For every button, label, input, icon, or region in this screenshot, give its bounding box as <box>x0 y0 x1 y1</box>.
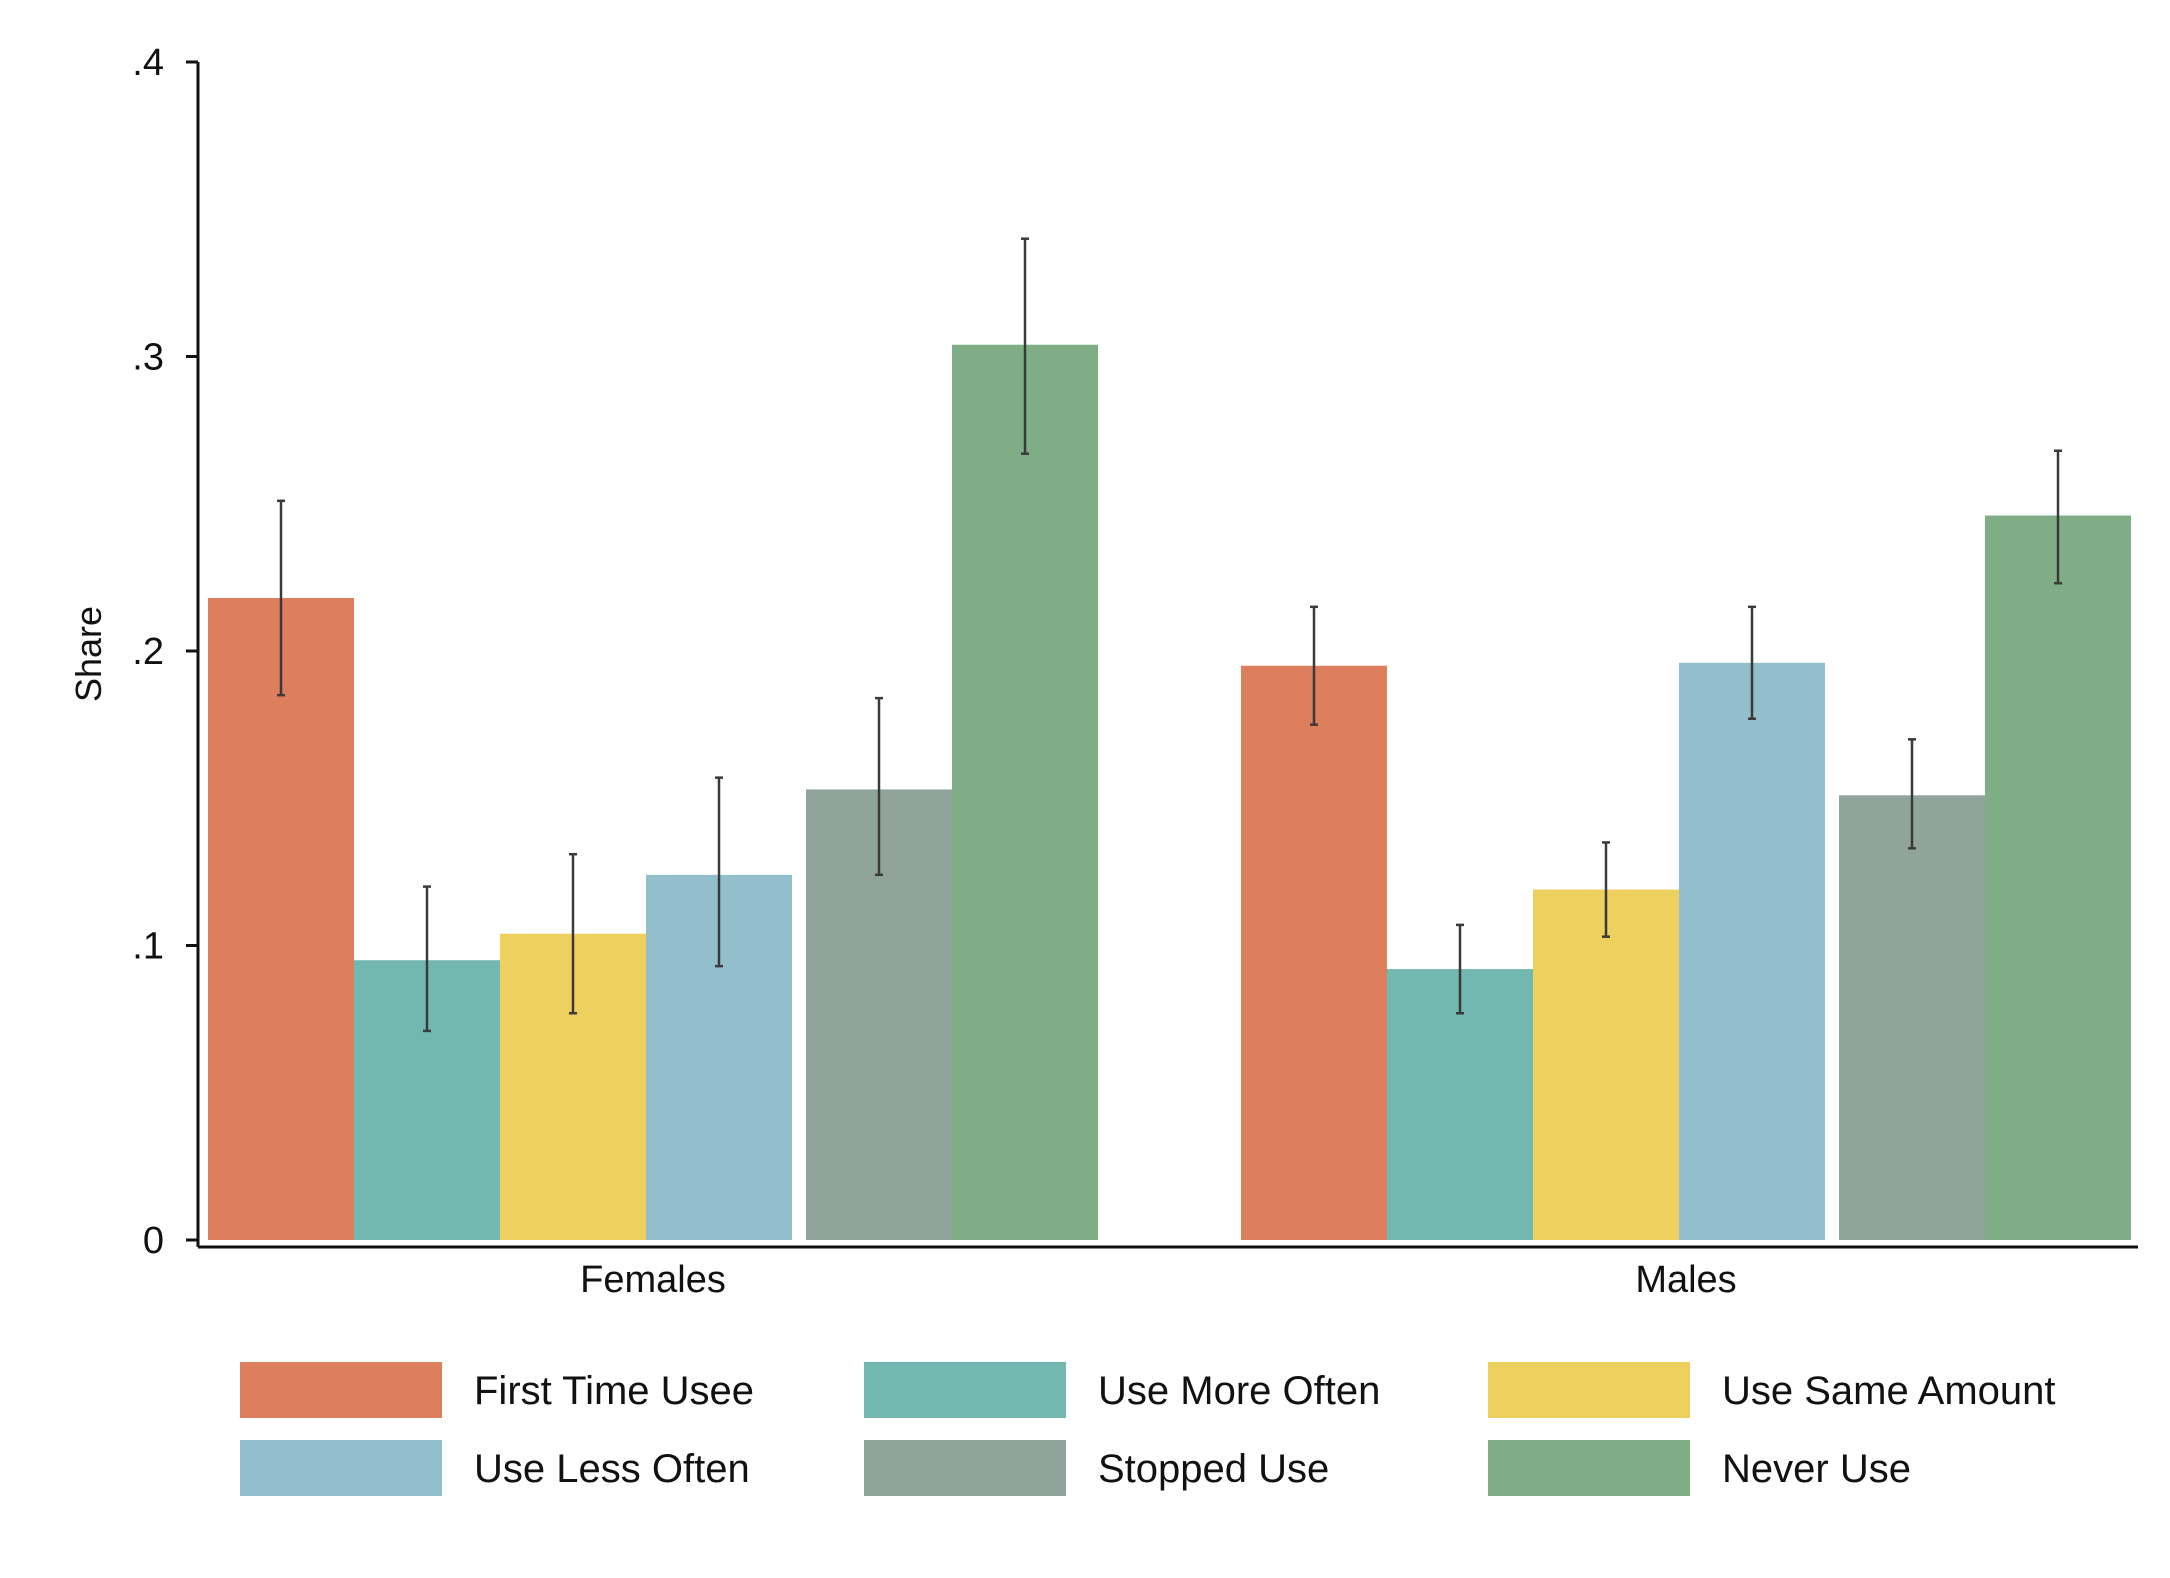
legend-label: First Time Usee <box>474 1369 754 1413</box>
error-bar-males-use-same-amount <box>1602 841 1610 938</box>
error-bar-females-use-less-often <box>715 776 723 968</box>
category-labels-layer: Females Males <box>580 1259 1737 1301</box>
legend-swatch <box>864 1440 1066 1496</box>
axes-layer <box>196 62 2138 1249</box>
legend-label: Never Use <box>1722 1447 1911 1491</box>
error-bar-males-use-less-often <box>1748 605 1756 720</box>
legend-item-use-less-often: Use Less Often <box>240 1440 750 1496</box>
bar-females-never-use <box>952 344 1098 1241</box>
bar-females-first-time-usee <box>208 597 354 1240</box>
legend-swatch <box>240 1362 442 1418</box>
bar-males-first-time-usee <box>1241 665 1387 1240</box>
error-bar-females-use-same-amount <box>569 852 577 1015</box>
y-tick-label: 0 <box>143 1220 164 1262</box>
legend-label: Use Less Often <box>474 1447 750 1491</box>
legend-label: Use More Often <box>1098 1369 1380 1413</box>
legend-swatch <box>1488 1362 1690 1418</box>
legend-label: Use Same Amount <box>1722 1369 2056 1413</box>
legend-item-first-time-usee: First Time Usee <box>240 1362 754 1418</box>
error-bar-females-use-more-often <box>423 885 431 1033</box>
bar-males-use-less-often <box>1679 662 1825 1240</box>
legend-item-stopped-use: Stopped Use <box>864 1440 1329 1496</box>
error-bar-females-never-use <box>1021 237 1029 455</box>
bar-males-stopped-use <box>1839 795 1985 1240</box>
legend-swatch <box>1488 1440 1690 1496</box>
y-tick-label: .4 <box>132 42 164 84</box>
legend-item-use-same-amount: Use Same Amount <box>1488 1362 2056 1418</box>
error-bars-layer <box>277 237 2062 1033</box>
error-bar-females-stopped-use <box>875 696 883 877</box>
error-bar-males-first-time-usee <box>1310 605 1318 726</box>
error-bar-females-first-time-usee <box>277 499 285 697</box>
y-axis-title: Share <box>68 606 109 702</box>
y-tick-label: .3 <box>132 337 164 379</box>
y-ticks-layer: 0 .1 .2 .3 .4 <box>132 42 198 1262</box>
category-label: Males <box>1635 1259 1736 1301</box>
bars-layer <box>208 344 2131 1241</box>
category-label: Females <box>580 1259 726 1301</box>
y-tick-label: .1 <box>132 926 164 968</box>
legend-item-use-more-often: Use More Often <box>864 1362 1380 1418</box>
bar-males-never-use <box>1985 515 2131 1240</box>
bar-males-use-same-amount <box>1533 889 1679 1240</box>
y-tick-label: .2 <box>132 631 164 673</box>
error-bar-males-never-use <box>2054 449 2062 585</box>
legend-swatch <box>240 1440 442 1496</box>
error-bar-males-stopped-use <box>1908 738 1916 850</box>
error-bar-males-use-more-often <box>1456 923 1464 1015</box>
legend-label: Stopped Use <box>1098 1447 1329 1491</box>
legend-swatch <box>864 1362 1066 1418</box>
legend-item-never-use: Never Use <box>1488 1440 1911 1496</box>
legend: First Time Usee Use More Often Use Same Am… <box>240 1362 2056 1496</box>
